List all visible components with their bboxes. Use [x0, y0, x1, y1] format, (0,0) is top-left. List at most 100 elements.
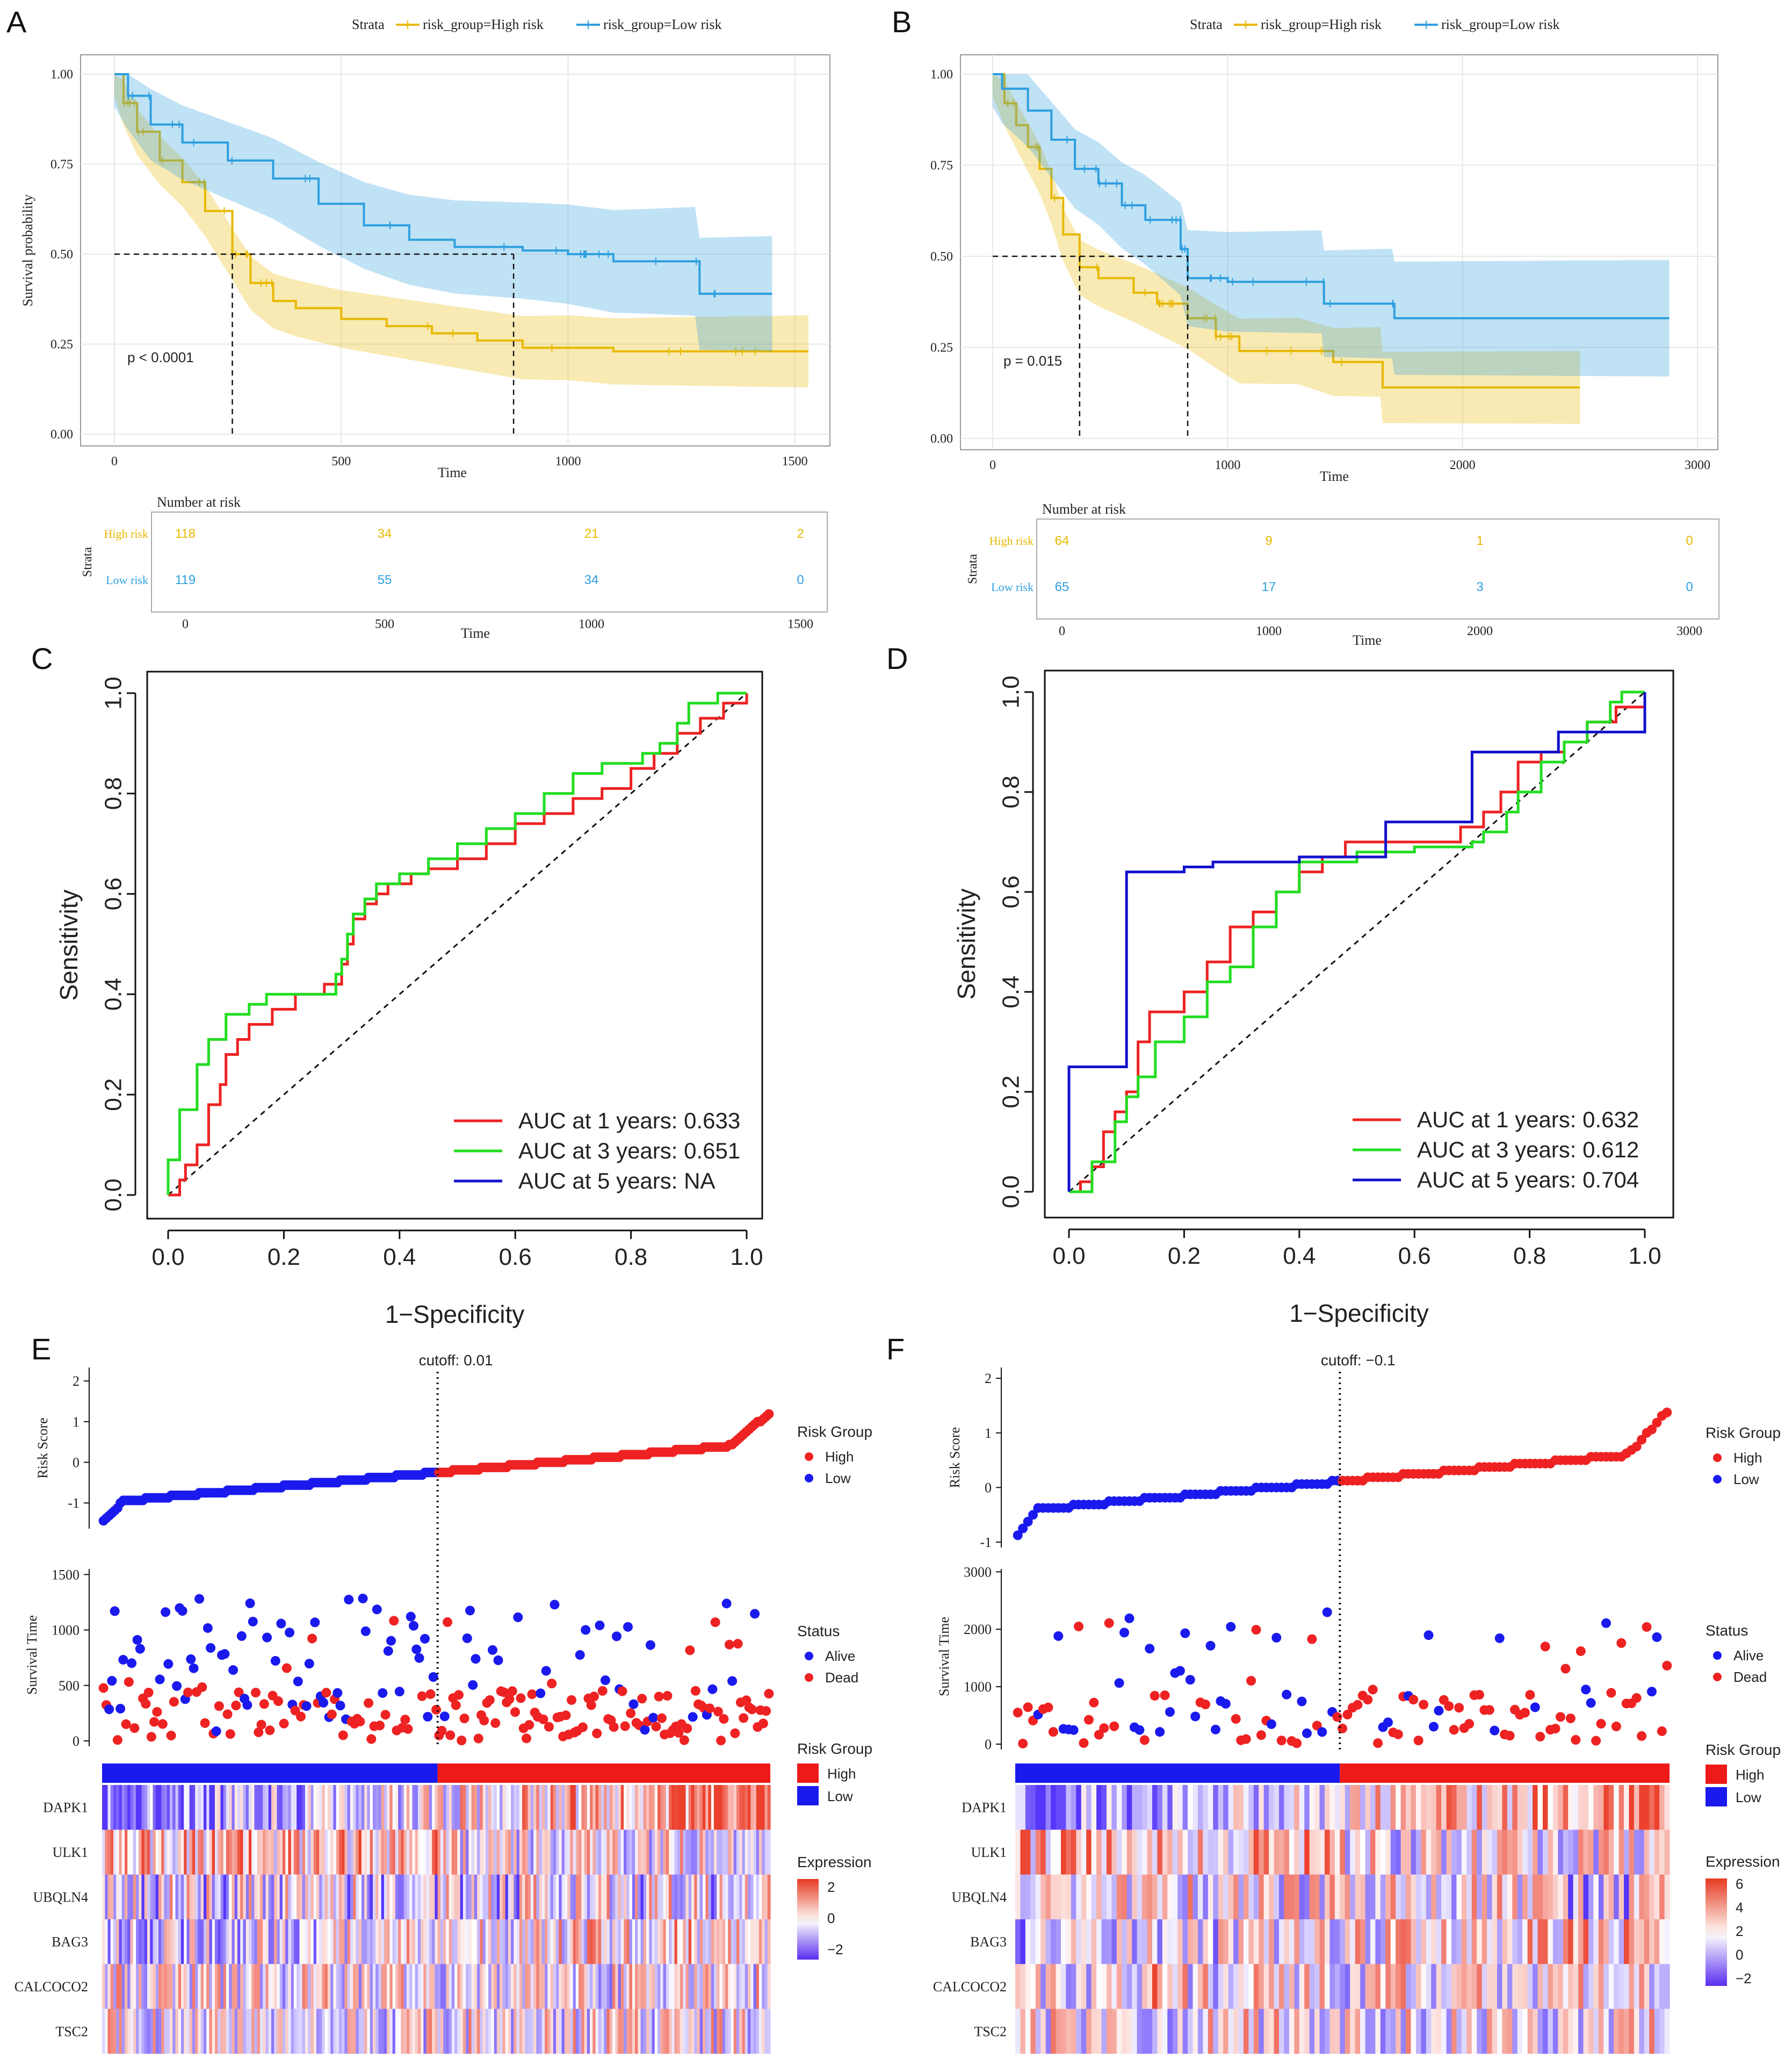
heatmap-cell: [116, 1964, 120, 2009]
heatmap-cell: [1568, 1785, 1574, 1830]
heatmap-cell: [356, 2008, 359, 2054]
survival-point-alive: [386, 1636, 396, 1646]
heatmap-cell: [1375, 2008, 1381, 2054]
heatmap-cell: [1263, 2008, 1269, 2054]
heatmap-cell: [353, 2008, 357, 2054]
heatmap-cell: [688, 2008, 692, 2054]
heatmap-cell: [764, 1785, 768, 1830]
heatmap-cell: [646, 1964, 649, 2009]
heatmap-cell: [1583, 1964, 1589, 2009]
heatmap-cell: [618, 1919, 622, 1964]
heatmap-cell: [1203, 1785, 1209, 1830]
heatmap-cell: [1533, 1785, 1538, 1830]
heatmap-cell: [539, 1964, 543, 2009]
heatmap-cell: [1193, 1785, 1198, 1830]
heatmap-cell: [454, 1964, 458, 2009]
survival-point-alive: [1053, 1631, 1064, 1641]
heatmap-cell: [184, 2008, 187, 2054]
heatmap-cell: [313, 1919, 317, 1964]
heatmap-cell: [1299, 2008, 1305, 2054]
heatmap-cell: [429, 1964, 432, 2009]
survival-point-alive: [1581, 1684, 1591, 1695]
heatmap-cell: [528, 1830, 531, 1875]
survival-point-dead: [1565, 1714, 1576, 1724]
heatmap-cell: [722, 2008, 726, 2054]
heatmap-cell: [406, 1830, 410, 1875]
heatmap-cell: [1071, 1964, 1076, 2009]
heatmap-cell: [127, 1919, 131, 1964]
heatmap-cell: [624, 1874, 627, 1920]
heatmap-cell: [1101, 1785, 1107, 1830]
heatmap-cell: [711, 1785, 714, 1830]
heatmap-cell: [728, 1830, 732, 1875]
heatmap-cell: [1188, 1830, 1194, 1875]
heatmap-cell: [1137, 1830, 1143, 1875]
heatmap-cell: [375, 1919, 379, 1964]
heatmap-cell: [1614, 1830, 1620, 1875]
survival-point-dead: [609, 1722, 619, 1732]
heatmap-cell: [1355, 1874, 1361, 1920]
heatmap-cell: [559, 1919, 562, 1964]
heatmap-cell: [361, 1874, 365, 1920]
heatmap-cell: [1126, 1919, 1132, 1964]
heatmap-cell: [1583, 1919, 1589, 1964]
heatmap-cell: [200, 1830, 204, 1875]
heatmap-cell: [1086, 1964, 1092, 2009]
heatmap-cell: [1177, 1830, 1183, 1875]
heatmap-cell: [223, 1785, 227, 1830]
heatmap-cell: [587, 1785, 590, 1830]
heatmap-cell: [595, 2008, 599, 2054]
heatmap-cell: [1375, 1830, 1381, 1875]
heatmap-cell: [691, 1919, 695, 1964]
y-tick-label: 0: [73, 1455, 80, 1470]
heatmap-cell: [688, 1830, 692, 1875]
heatmap-cell: [116, 2008, 120, 2054]
heatmap-cell: [466, 1830, 469, 1875]
heatmap-cell: [482, 1785, 486, 1830]
heatmap-cell: [1522, 1919, 1528, 1964]
heatmap-cell: [736, 1964, 740, 2009]
y-tick-label: 0.4: [100, 978, 127, 1011]
heatmap-cell: [305, 1919, 308, 1964]
heatmap-cell: [750, 1874, 754, 1920]
heatmap-cell: [372, 1874, 376, 1920]
heatmap-cell: [561, 1874, 565, 1920]
heatmap-cell: [460, 1830, 464, 1875]
heatmap-cell: [139, 2008, 142, 2054]
legend-dot: [1713, 1651, 1722, 1660]
heatmap-cell: [1329, 1830, 1335, 1875]
heatmap-cell: [245, 1874, 249, 1920]
heatmap-cell: [1238, 1874, 1244, 1920]
survival-point-dead: [380, 1710, 391, 1720]
heatmap-cell: [1446, 1964, 1452, 2009]
survival-point-dead: [617, 1686, 627, 1696]
heatmap-cell: [1588, 1785, 1594, 1830]
survival-point-dead: [1535, 1732, 1545, 1742]
heatmap-cell: [316, 2008, 320, 2054]
heatmap-cell: [646, 2008, 649, 2054]
heatmap-cell: [1223, 1830, 1229, 1875]
cutoff-label: cutoff: 0.01: [419, 1352, 493, 1369]
heatmap-cell: [1263, 1964, 1269, 2009]
heatmap-cell: [1350, 1964, 1356, 2009]
heatmap-cell: [759, 1919, 762, 1964]
heatmap-cell: [240, 1874, 244, 1920]
heatmap-cell: [316, 1785, 320, 1830]
survival-point-alive: [163, 1659, 174, 1669]
heatmap-cell: [575, 1830, 579, 1875]
survival-point-dead: [758, 1718, 768, 1729]
survival-point-dead: [1150, 1690, 1160, 1701]
heatmap-cell: [1111, 1919, 1117, 1964]
heatmap-cell: [1213, 1785, 1219, 1830]
heatmap-cell: [541, 1785, 545, 1830]
heatmap-cell: [1208, 2008, 1213, 2054]
heatmap-cell: [1542, 1919, 1548, 1964]
heatmap-cell: [477, 1874, 480, 1920]
survival-point-dead: [1342, 1710, 1353, 1720]
heatmap-cell: [1664, 1830, 1670, 1875]
heatmap-cell: [308, 1964, 312, 2009]
heatmap-cell: [1243, 1964, 1249, 2009]
legend-expression-title: Expression: [1706, 1853, 1780, 1870]
heatmap-cell: [1309, 1830, 1315, 1875]
heatmap-cell: [263, 1919, 266, 1964]
